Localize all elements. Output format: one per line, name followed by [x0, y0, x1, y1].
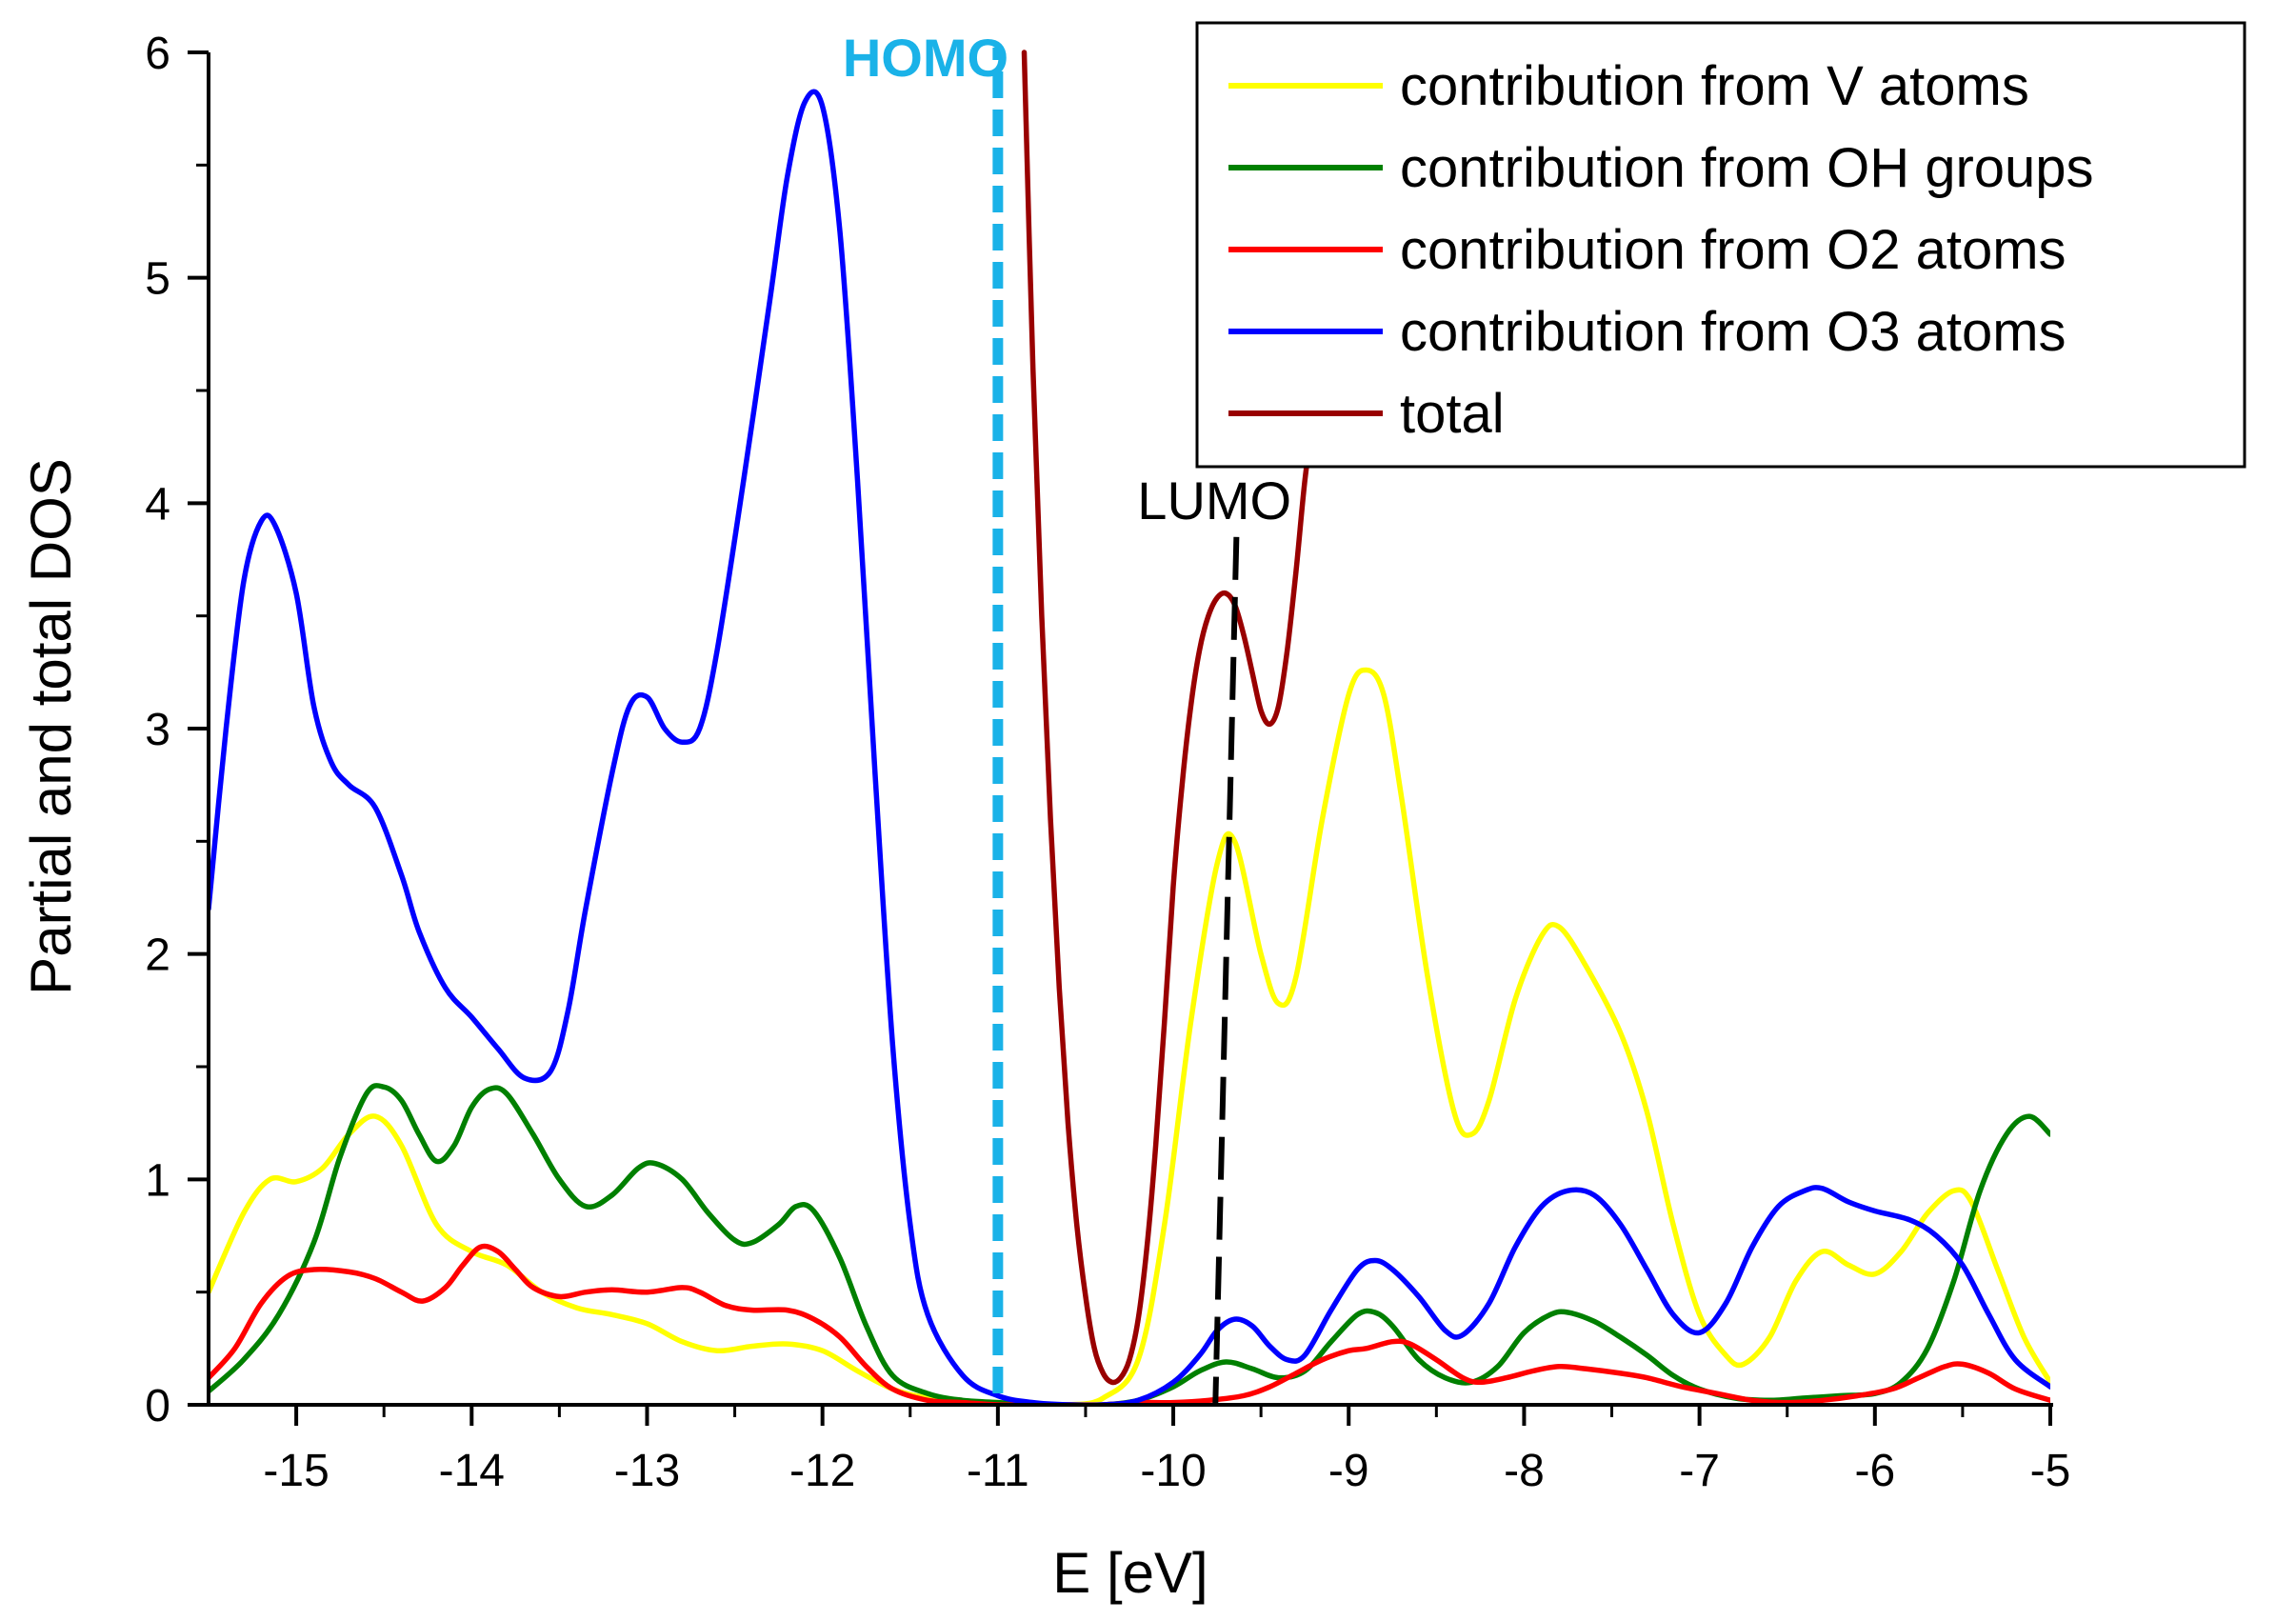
series-line-o3-atoms	[209, 89, 2050, 1405]
legend-label-total: total	[1400, 383, 1505, 445]
lumo-label: LUMO	[1137, 470, 1291, 530]
homo-label: HOMO	[843, 28, 1008, 88]
y-tick-labels: 0 1 2 3 4 5 6	[145, 29, 170, 1431]
x-tick-label: -5	[2030, 1446, 2071, 1496]
series-layer	[209, 50, 2050, 1405]
x-tick-label: -8	[1504, 1446, 1545, 1496]
y-tick-label: 6	[145, 29, 170, 79]
x-tick-label: -14	[439, 1446, 505, 1496]
annotation-labels: HOMO LUMO	[843, 28, 1291, 530]
legend-label-o2-atoms: contribution from O2 atoms	[1400, 219, 2066, 281]
x-tick-label: -10	[1140, 1446, 1206, 1496]
x-tick-label: -13	[614, 1446, 680, 1496]
y-tick-label: 5	[145, 254, 170, 305]
x-tick-label: -11	[967, 1446, 1029, 1496]
y-axis-title: Partial and total DOS	[19, 458, 83, 995]
series-line-total	[1021, 50, 1317, 1386]
lumo-line	[1212, 536, 1240, 1405]
y-tick-label: 2	[145, 931, 170, 981]
y-ticks	[188, 50, 209, 1407]
x-tick-label: -9	[1328, 1446, 1369, 1496]
legend-label-oh-groups: contribution from OH groups	[1400, 137, 2094, 199]
x-tick-label: -6	[1854, 1446, 1895, 1496]
y-tick-label: 0	[145, 1381, 170, 1431]
x-tick-labels: -15 -14 -13 -12 -11 -10 -9 -8 -7 -6 -5	[263, 1446, 2070, 1496]
x-ticks	[294, 1405, 2052, 1426]
x-tick-label: -7	[1679, 1446, 1720, 1496]
annotation-lines	[992, 48, 1240, 1405]
x-axis-title: E [eV]	[1052, 1541, 1208, 1605]
legend-box	[1195, 21, 2246, 469]
y-tick-label: 1	[145, 1155, 170, 1206]
y-tick-label: 3	[145, 705, 170, 755]
legend-label-o3-atoms: contribution from O3 atoms	[1400, 301, 2066, 363]
legend: contribution from V atoms contribution fr…	[1195, 21, 2246, 469]
legend-entries: contribution from V atoms contribution fr…	[1228, 55, 2094, 445]
legend-label-v-atoms: contribution from V atoms	[1400, 55, 2029, 117]
x-tick-label: -12	[789, 1446, 855, 1496]
series-line-o2-atoms	[209, 1243, 2050, 1405]
series-line-v-atoms	[209, 667, 2050, 1405]
x-tick-label: -15	[263, 1446, 329, 1496]
y-tick-label: 4	[145, 479, 170, 530]
